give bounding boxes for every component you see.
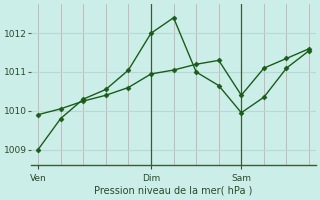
X-axis label: Pression niveau de la mer( hPa ): Pression niveau de la mer( hPa ) [94,186,253,196]
